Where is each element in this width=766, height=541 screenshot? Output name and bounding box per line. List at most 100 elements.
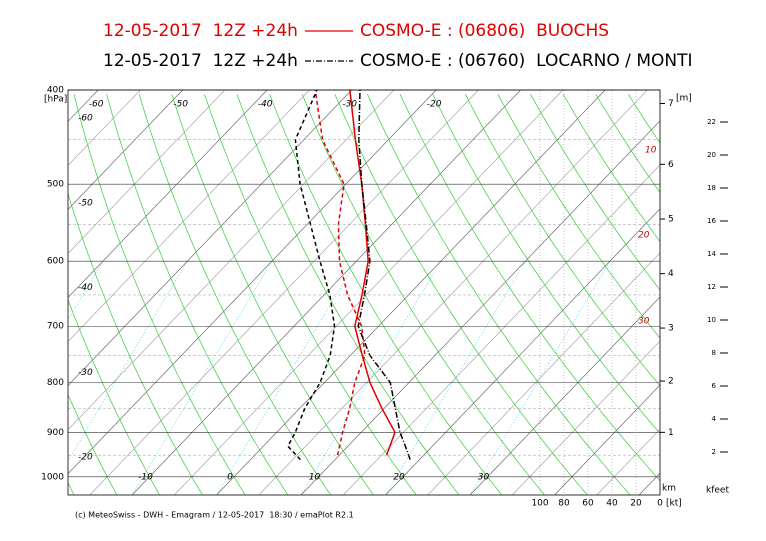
- isotherm: [68, 90, 437, 475]
- temperature-line: [349, 90, 396, 456]
- isotherm-label: -40: [258, 100, 273, 110]
- dry-adiabat: [694, 94, 766, 495]
- mixing-ratio: [131, 260, 273, 495]
- note: 30: [638, 317, 650, 327]
- y-axis-label: [hPa]: [44, 95, 67, 105]
- isotherm: [68, 90, 268, 298]
- dry-adiabat: [595, 94, 660, 194]
- kfeet-tick-label: 16: [707, 217, 716, 225]
- dry-adiabat: [367, 94, 631, 495]
- dry-adiabat: [68, 393, 118, 495]
- mixing-ratio: [68, 260, 188, 462]
- kfeet-tick-label: 6: [712, 382, 717, 390]
- dry-adiabat: [497, 94, 660, 339]
- kfeet-tick-label: 18: [707, 184, 716, 192]
- kfeet-tick-label: 22: [707, 118, 716, 126]
- kfeet-tick-label: 10: [707, 316, 716, 324]
- wind-tick-label: 60: [582, 499, 594, 509]
- kfeet-axis-label: kfeet: [706, 486, 729, 496]
- adiabat-label: -30: [78, 368, 93, 378]
- isotherm: [68, 90, 141, 166]
- isotherm-label: 20: [393, 472, 405, 482]
- isotherm: [300, 120, 660, 495]
- adiabat-label: -20: [78, 453, 93, 463]
- isotherm-label: 0: [227, 472, 233, 482]
- legend-run: 12-05-2017 12Z +24h: [103, 21, 298, 41]
- dewpoint-line: [286, 90, 336, 461]
- km-axis-label: km: [662, 484, 676, 494]
- y-tick-label: 500: [47, 180, 64, 190]
- isotherm-label: -20: [427, 100, 442, 110]
- adiabat-label: -50: [78, 198, 93, 208]
- isotherm-label: -30: [342, 100, 357, 110]
- kfeet-tick-label: 8: [712, 349, 716, 357]
- isotherm: [469, 296, 660, 495]
- isotherm-label: -50: [173, 100, 188, 110]
- dry-adiabat: [432, 94, 660, 434]
- dry-adiabat: [0, 94, 31, 495]
- km-tick-label: 1: [668, 428, 674, 438]
- isotherm: [512, 340, 660, 495]
- legend-name: COSMO-E : (06806) BUOCHS: [360, 21, 609, 41]
- y-tick-label: 900: [47, 428, 64, 438]
- isotherm: [68, 90, 226, 254]
- dry-adiabat: [68, 192, 203, 495]
- isotherm: [0, 90, 14, 495]
- footer: (c) MeteoSwiss - DWH - Emagram / 12-05-2…: [75, 511, 354, 520]
- isotherm-label: -60: [89, 100, 104, 110]
- wind-tick-label: 80: [558, 499, 570, 509]
- wind-tick-label: 20: [630, 499, 642, 509]
- dry-adiabat: [464, 94, 660, 387]
- legend-run: 12-05-2017 12Z +24h: [103, 51, 298, 71]
- dry-adiabat: [106, 94, 289, 495]
- km-axis-label: [m]: [676, 94, 692, 104]
- isotherm: [68, 90, 352, 387]
- wind-tick-label: 100: [531, 499, 548, 509]
- y-tick-label: 800: [47, 378, 64, 388]
- isotherm: [216, 90, 606, 495]
- isotherm: [638, 472, 660, 495]
- mixing-ratio: [300, 260, 442, 495]
- isotherm: [554, 384, 660, 495]
- isotherm: [89, 90, 479, 495]
- y-tick-label: 400: [47, 86, 64, 96]
- isotherm-label: -10: [138, 472, 153, 482]
- isotherm: [427, 252, 660, 495]
- isotherm-label: 10: [309, 472, 321, 482]
- kfeet-tick-label: 4: [712, 415, 717, 423]
- isotherm: [343, 164, 660, 495]
- km-tick-label: 5: [668, 215, 674, 225]
- wind-tick-label: 40: [606, 499, 618, 509]
- mixing-ratio: [216, 260, 357, 495]
- dewpoint-line: [314, 90, 366, 456]
- isotherm: [258, 90, 648, 495]
- isotherm: [68, 90, 310, 343]
- km-tick-label: 6: [668, 160, 674, 170]
- isotherm: [68, 90, 183, 210]
- adiabat-label: -60: [78, 114, 93, 124]
- kfeet-tick-label: 14: [707, 250, 716, 258]
- y-tick-label: 600: [47, 257, 64, 267]
- dry-adiabat: [236, 94, 460, 495]
- dry-adiabat: [171, 94, 374, 495]
- wind-axis-label: [kt]: [666, 499, 682, 509]
- plot-frame: [67, 89, 661, 496]
- note: 10: [645, 146, 657, 156]
- kfeet-tick-label: 20: [707, 151, 716, 159]
- dry-adiabat: [204, 94, 417, 495]
- dry-adiabat: [334, 94, 588, 495]
- plot-area: [0, 90, 766, 495]
- kfeet-tick-label: 12: [707, 283, 716, 291]
- mixing-ratio: [0, 261, 18, 495]
- adiabat-label: -40: [78, 283, 93, 293]
- km-tick-label: 7: [668, 99, 674, 109]
- dry-adiabat: [269, 94, 503, 495]
- isotherm: [174, 90, 564, 495]
- wind-tick-label: 0: [657, 499, 663, 509]
- dry-adiabat: [726, 94, 766, 495]
- legend-name: COSMO-E : (06760) LOCARNO / MONTI: [360, 51, 692, 71]
- dry-adiabat: [301, 94, 545, 495]
- dry-adiabat: [68, 298, 160, 495]
- isotherm-label: 30: [478, 472, 490, 482]
